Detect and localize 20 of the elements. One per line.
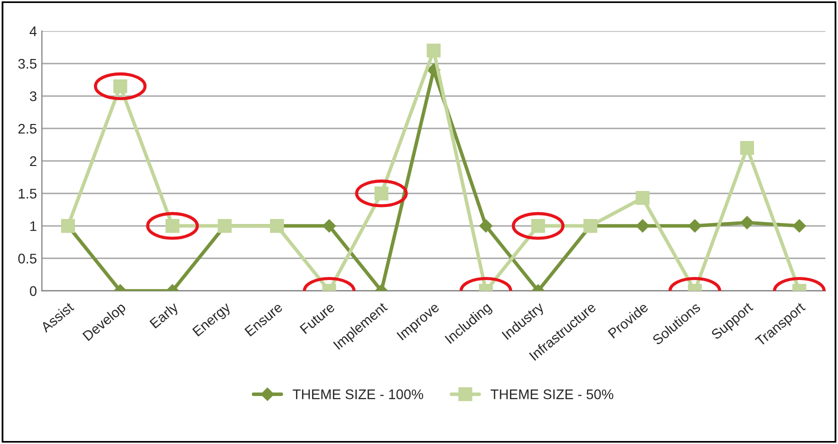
y-tick-label: 2.5 [18, 124, 36, 134]
point [792, 219, 806, 232]
point [636, 219, 650, 232]
point [740, 216, 754, 230]
y-tick-label: 1.5 [18, 188, 36, 199]
point [740, 141, 754, 155]
y-tick-label: 4 [30, 26, 37, 36]
y-tick-label: 0 [30, 286, 36, 296]
y-tick-label: 3.5 [18, 58, 36, 69]
y-tick-label: 1 [30, 221, 36, 231]
y-tick-label: 3 [30, 91, 36, 102]
point [636, 191, 650, 205]
y-tick-label: 2 [30, 156, 36, 166]
legend-label: THEME SIZE - 50% [490, 389, 614, 400]
point [479, 219, 492, 232]
y-tick-label: 0.5 [18, 254, 36, 264]
point [688, 219, 702, 232]
point [322, 219, 336, 232]
point [426, 44, 441, 58]
legend-label: THEME SIZE - 100% [292, 389, 424, 400]
